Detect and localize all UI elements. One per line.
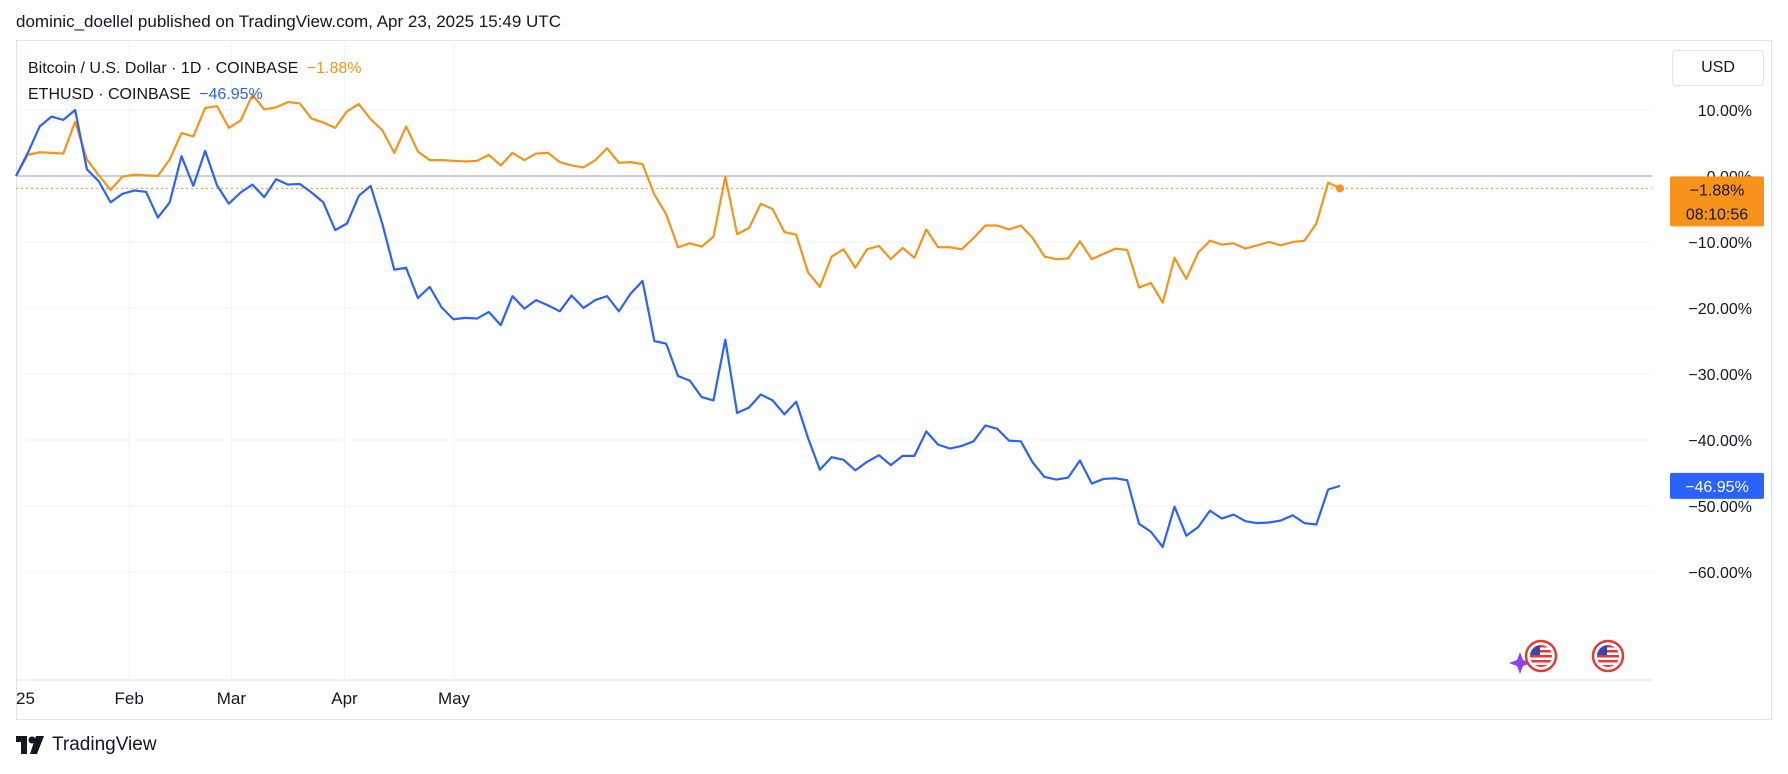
legend-eth-change: −46.95% — [199, 86, 263, 103]
y-tick-label: −30.00% — [1688, 367, 1752, 384]
chart-legend: Bitcoin / U.S. Dollar · 1D · COINBASE −1… — [28, 56, 361, 108]
x-tick-label: May — [438, 689, 471, 708]
btc-last-point — [1336, 184, 1344, 193]
legend-eth-label: ETHUSD · COINBASE — [28, 86, 191, 103]
y-tick-label: −40.00% — [1688, 433, 1752, 450]
brand-name: TradingView — [52, 734, 157, 755]
y-tick-label: −20.00% — [1688, 301, 1752, 318]
y-tick-label: −10.00% — [1688, 235, 1752, 252]
legend-btc-label: Bitcoin / U.S. Dollar · 1D · COINBASE — [28, 60, 299, 77]
btc-series-line — [15, 93, 1341, 304]
tradingview-logo-icon — [16, 736, 44, 754]
legend-row-btc[interactable]: Bitcoin / U.S. Dollar · 1D · COINBASE −1… — [28, 56, 361, 82]
x-tick-label: Feb — [115, 689, 144, 708]
currency-scale-button[interactable]: USD — [1672, 50, 1764, 86]
btc-tag-value: −1.88% — [1690, 182, 1745, 199]
tradingview-branding[interactable]: TradingView — [16, 734, 157, 756]
x-tick-label: Mar — [217, 689, 247, 708]
price-axis[interactable]: 10.00%0.00%−10.00%−20.00%−30.00%−40.00%−… — [1688, 103, 1752, 582]
eth-series-line — [15, 108, 1341, 549]
eth-price-tag: −46.95% — [1670, 472, 1764, 499]
chart-frame — [16, 40, 1772, 720]
us-flag-event-icon[interactable] — [1524, 639, 1558, 673]
ai-sparkle-icon[interactable] — [1509, 652, 1531, 674]
time-axis[interactable]: 25 Feb Mar Apr May — [16, 689, 471, 708]
us-flag-event-icon[interactable] — [1591, 639, 1625, 673]
x-tick-label: 25 — [16, 689, 35, 708]
legend-btc-change: −1.88% — [306, 60, 362, 77]
y-tick-label: 10.00% — [1698, 103, 1752, 120]
y-tick-label: −60.00% — [1688, 565, 1752, 582]
btc-price-tag: −1.88% 08:10:56 — [1670, 176, 1764, 227]
x-tick-label: Apr — [331, 689, 358, 708]
eth-tag-value: −46.95% — [1685, 479, 1749, 496]
btc-tag-countdown: 08:10:56 — [1686, 206, 1748, 223]
publisher-line: dominic_doellel published on TradingView… — [16, 12, 561, 31]
grid-lines — [16, 40, 1652, 680]
legend-row-eth[interactable]: ETHUSD · COINBASE −46.95% — [28, 82, 361, 108]
y-tick-label: −50.00% — [1688, 499, 1752, 516]
